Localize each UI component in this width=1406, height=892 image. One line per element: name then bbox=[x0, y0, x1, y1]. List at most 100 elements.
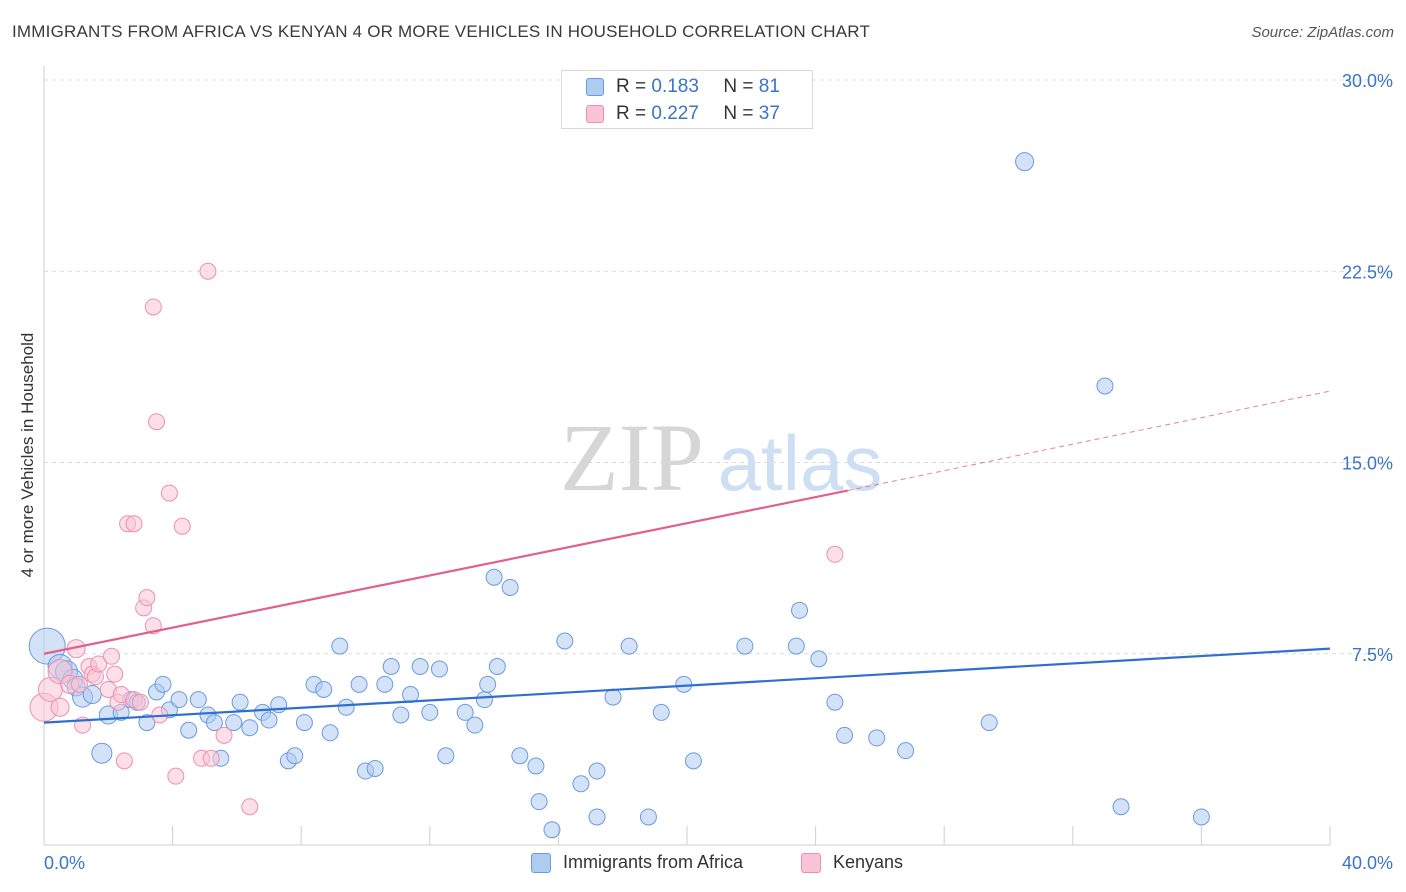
source-label: Source: ZipAtlas.com bbox=[1251, 24, 1394, 41]
africa-point bbox=[350, 675, 368, 693]
africa-point bbox=[231, 693, 249, 711]
africa-point bbox=[511, 747, 529, 765]
kenyan-point bbox=[115, 752, 133, 770]
legend-row-africa: R = 0.183 N = 81 bbox=[586, 75, 780, 99]
kenyan-point bbox=[70, 675, 88, 693]
legend-swatch-africa bbox=[586, 78, 604, 96]
kenyan-point bbox=[131, 693, 149, 711]
correlation-legend: R = 0.183 N = 81 R = 0.227 N = 37 bbox=[561, 70, 813, 129]
kenyan-trend-line bbox=[43, 489, 848, 655]
africa-point bbox=[392, 706, 410, 724]
africa-point bbox=[736, 637, 754, 655]
africa-point bbox=[295, 714, 313, 732]
africa-point bbox=[315, 680, 333, 698]
trend-lines bbox=[43, 390, 1331, 724]
africa-trend-line bbox=[43, 647, 1331, 724]
africa-point bbox=[826, 693, 844, 711]
kenyan-point bbox=[167, 767, 185, 785]
africa-point bbox=[437, 747, 455, 765]
kenyan-point bbox=[148, 413, 166, 431]
bottom-legend-label-kenyans: Kenyans bbox=[833, 852, 904, 872]
kenyan-point bbox=[50, 697, 70, 717]
legend-r-value-africa: 0.183 bbox=[651, 76, 699, 97]
africa-point bbox=[138, 714, 156, 732]
africa-point bbox=[1096, 377, 1114, 395]
kenyan-point bbox=[826, 545, 844, 563]
kenyan-point bbox=[144, 298, 162, 316]
africa-point bbox=[791, 601, 809, 619]
africa-point bbox=[868, 729, 886, 747]
africa-point bbox=[331, 637, 349, 655]
watermark-atlas: atlas bbox=[718, 419, 883, 507]
africa-point bbox=[543, 821, 561, 839]
africa-point bbox=[205, 714, 223, 732]
kenyan-point bbox=[125, 515, 143, 533]
y-axis-label: 4 or more Vehicles in Household bbox=[18, 332, 37, 578]
y-tick-label: 22.5% bbox=[1342, 262, 1393, 282]
africa-point bbox=[479, 675, 497, 693]
africa-point bbox=[180, 721, 198, 739]
bottom-legend-kenyans: Kenyans bbox=[801, 852, 903, 873]
africa-point bbox=[897, 742, 915, 760]
legend-n-value-africa: 81 bbox=[758, 76, 780, 97]
watermark: ZIP atlas bbox=[560, 404, 882, 511]
africa-point bbox=[1015, 152, 1035, 172]
africa-point bbox=[488, 658, 506, 675]
x-tick-label: 40.0% bbox=[1342, 853, 1393, 873]
kenyan-point bbox=[90, 655, 108, 673]
legend-n-label: N = bbox=[723, 76, 754, 97]
africa-point bbox=[382, 658, 400, 675]
legend-row-kenyans: R = 0.227 N = 37 bbox=[586, 102, 780, 126]
africa-point bbox=[787, 637, 805, 655]
africa-point bbox=[189, 691, 207, 709]
africa-point bbox=[321, 724, 339, 742]
africa-point bbox=[501, 578, 519, 596]
chart-title: IMMIGRANTS FROM AFRICA VS KENYAN 4 OR MO… bbox=[12, 22, 871, 41]
kenyan-point bbox=[103, 647, 121, 665]
watermark-zip: ZIP bbox=[560, 404, 704, 511]
tick-labels: 7.5% 15.0% 22.5% 30.0% 0.0% 40.0% bbox=[44, 71, 1393, 873]
kenyan-point bbox=[160, 484, 178, 502]
legend-r-value-kenyans: 0.227 bbox=[651, 103, 699, 124]
africa-point bbox=[430, 660, 448, 678]
africa-point bbox=[620, 637, 638, 655]
grid-lines bbox=[44, 79, 1392, 655]
legend-r-label: R = bbox=[616, 103, 647, 124]
africa-point bbox=[652, 703, 670, 721]
africa-point bbox=[588, 808, 606, 826]
africa-point bbox=[366, 760, 384, 777]
africa-point bbox=[91, 742, 113, 764]
africa-point bbox=[530, 793, 548, 811]
legend-swatch-kenyans bbox=[586, 105, 604, 123]
scatter-points bbox=[28, 152, 1210, 839]
africa-point bbox=[572, 775, 590, 793]
africa-point bbox=[170, 691, 188, 709]
africa-point bbox=[456, 703, 474, 721]
africa-point bbox=[1112, 798, 1130, 816]
africa-point bbox=[604, 688, 622, 706]
africa-point bbox=[421, 703, 439, 721]
bottom-legend-label-africa: Immigrants from Africa bbox=[563, 852, 744, 872]
africa-point bbox=[260, 711, 278, 729]
africa-point bbox=[1192, 808, 1210, 826]
africa-point bbox=[475, 691, 493, 709]
y-tick-label: 15.0% bbox=[1342, 454, 1393, 474]
africa-point bbox=[639, 808, 657, 826]
africa-point bbox=[675, 675, 693, 693]
africa-point bbox=[527, 757, 545, 775]
legend-n-value-kenyans: 37 bbox=[758, 103, 780, 124]
africa-point bbox=[411, 658, 429, 675]
legend-n-label: N = bbox=[723, 103, 754, 124]
bottom-legend-swatch-africa bbox=[531, 852, 551, 873]
kenyan-point bbox=[199, 262, 217, 280]
africa-point bbox=[810, 650, 828, 668]
africa-point bbox=[684, 752, 702, 770]
africa-point bbox=[980, 714, 998, 732]
africa-point bbox=[337, 698, 355, 716]
y-tick-label: 30.0% bbox=[1342, 71, 1393, 91]
africa-point bbox=[376, 675, 394, 693]
kenyan-point bbox=[202, 749, 220, 767]
africa-point bbox=[836, 726, 854, 744]
kenyan-point bbox=[215, 726, 233, 744]
